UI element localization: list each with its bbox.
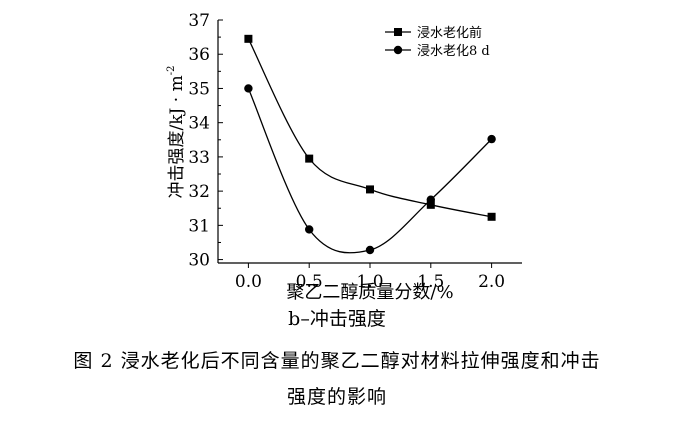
legend-circle-marker (393, 45, 403, 55)
legend-item-1: 浸水老化前 (385, 25, 482, 41)
y-axis-label-text: 冲击强度/kJ · m-2 (166, 66, 187, 199)
figure-caption-line-1: 图 2 浸水老化后不同含量的聚乙二醇对材料拉伸强度和冲击 (73, 350, 601, 372)
legend-square-marker (394, 28, 402, 36)
circle-marker (426, 195, 435, 204)
x-tick-label: 1.0 (356, 272, 383, 292)
x-axis-label: 聚乙二醇质量分数/% (286, 282, 453, 300)
y-tick-label: 35 (188, 79, 210, 99)
figure-caption-line-2: 强度的影响 (286, 386, 387, 408)
circle-marker (487, 134, 496, 144)
circle-marker (305, 225, 314, 234)
square-marker (426, 200, 435, 209)
y-tick-label: 36 (188, 45, 210, 65)
x-tick-label: 1.5 (417, 272, 444, 292)
x-tick-label: 2.0 (478, 272, 505, 292)
square-marker (366, 185, 374, 194)
square-marker (487, 212, 496, 221)
legend-label: 浸水老化前 (417, 25, 482, 41)
legend-label: 浸水老化8 d (417, 44, 490, 59)
x-tick-label: 0.0 (235, 272, 262, 292)
square-marker (305, 154, 314, 163)
y-tick-label: 33 (188, 148, 210, 168)
y-tick-label: 30 (188, 251, 210, 271)
series-2 (244, 84, 496, 255)
y-tick-label: 37 (188, 11, 210, 31)
y-axis-label: 冲击强度/kJ · m-2 (166, 66, 187, 199)
subcaption: b–冲击强度 (288, 308, 386, 330)
series (244, 34, 496, 255)
series-line (247, 38, 492, 218)
square-marker (244, 34, 253, 43)
y-axis-label-superscript: -2 (166, 66, 177, 76)
y-tick-label: 31 (188, 216, 210, 236)
y-axis-label-main: 冲击强度/kJ · m (167, 75, 187, 198)
y-tick-label: 34 (188, 114, 210, 134)
series-line (247, 88, 493, 254)
circle-marker (244, 84, 253, 93)
y-tick-label: 32 (188, 182, 210, 202)
circle-marker (365, 245, 375, 255)
ticks: 30 31 32 33 34 35 36 37 0.0 0.5 1.0 1.5 2.0 (188, 11, 505, 292)
legend-item-2: 浸水老化8 d (385, 44, 490, 59)
series-1 (244, 34, 496, 221)
x-tick-label: 0.5 (296, 272, 323, 292)
